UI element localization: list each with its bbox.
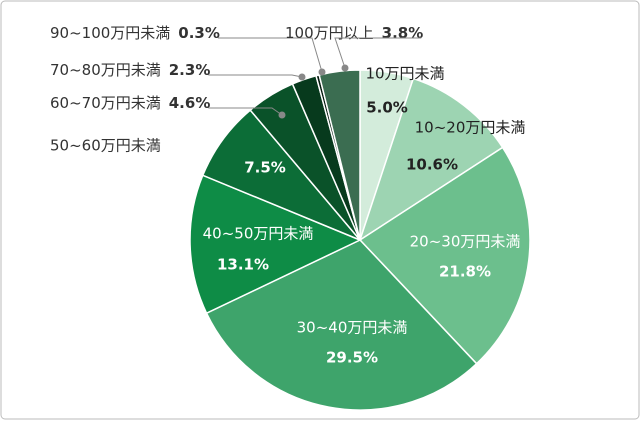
- slice-label: 60~70万円未満: [50, 94, 161, 112]
- value-label: 29.5%: [326, 349, 378, 367]
- slice-label: 100万円以上: [285, 24, 374, 42]
- slice-label: 10万円未満: [365, 65, 444, 83]
- pie-slice: [205, 239, 478, 411]
- slice-label-group: 60~70万円未満 4.6%: [50, 94, 210, 112]
- pie-slice: [358, 77, 504, 242]
- slice-label-group: 70~80万円未満 2.3%: [50, 61, 210, 79]
- pie-slice: [318, 69, 361, 241]
- slice-label-group: 90~100万円未満 0.3%: [50, 24, 220, 42]
- leader-dot: [341, 64, 349, 72]
- slice-label: 90~100万円未満: [50, 24, 170, 42]
- value-label: 10.6%: [406, 156, 458, 174]
- leader-dot: [298, 73, 306, 81]
- value-label: 7.5%: [244, 159, 286, 177]
- value-label: 0.3%: [178, 24, 220, 42]
- slice-label: 10~20万円未満: [415, 119, 526, 137]
- value-label: 4.6%: [169, 94, 211, 112]
- slice-label: 40~50万円未満: [203, 225, 314, 243]
- pie-slice: [189, 174, 362, 315]
- slice-label: 50~60万円未満: [50, 137, 161, 155]
- pie-slice: [358, 146, 531, 365]
- value-label: 2.3%: [169, 61, 211, 79]
- leader-line: [217, 37, 323, 73]
- value-label: 5.0%: [366, 99, 408, 117]
- value-label: 21.8%: [439, 263, 491, 281]
- slice-label: 30~40万円未満: [297, 319, 408, 337]
- leader-dot: [318, 68, 326, 76]
- slice-label: 70~80万円未満: [50, 61, 161, 79]
- slice-label-group: 100万円以上 3.8%: [285, 24, 423, 42]
- leader-dot: [278, 111, 286, 119]
- leader-line: [208, 107, 283, 116]
- value-label: 13.1%: [217, 256, 269, 274]
- leader-line: [334, 37, 422, 69]
- slice-label: 20~30万円未満: [410, 233, 521, 251]
- value-label: 3.8%: [382, 24, 424, 42]
